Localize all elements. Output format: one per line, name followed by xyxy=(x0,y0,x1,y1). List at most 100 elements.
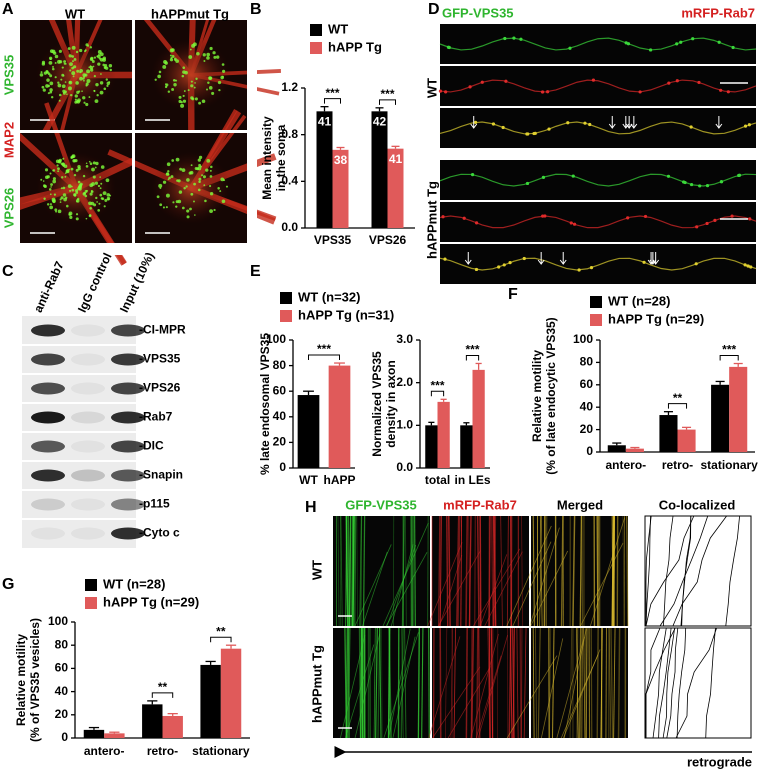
x-tick-label: retro- xyxy=(147,744,178,758)
y-axis-label: Relative motility xyxy=(530,350,544,442)
puncta xyxy=(220,177,225,182)
puncta xyxy=(92,65,95,68)
axon xyxy=(439,173,757,187)
puncta xyxy=(61,73,65,77)
legend-label: hAPP Tg xyxy=(328,39,382,54)
colocalized-track xyxy=(681,515,692,627)
y-tick-label: 80 xyxy=(55,637,69,651)
track xyxy=(523,627,527,739)
track xyxy=(446,515,449,627)
vesicle xyxy=(546,90,550,94)
puncta xyxy=(166,172,169,175)
mask xyxy=(0,0,20,250)
vesicle xyxy=(705,221,709,226)
puncta xyxy=(97,62,101,66)
vesicle xyxy=(713,218,717,222)
puncta xyxy=(190,84,194,88)
vesicle xyxy=(577,268,581,272)
track xyxy=(344,644,375,739)
bar xyxy=(162,715,183,738)
puncta xyxy=(83,101,86,104)
significance-label: *** xyxy=(722,343,736,357)
puncta xyxy=(43,197,46,200)
puncta xyxy=(203,60,206,63)
track xyxy=(340,634,366,739)
mask xyxy=(0,0,250,20)
y-tick-label: 1.0 xyxy=(396,418,413,432)
puncta xyxy=(169,54,172,57)
vesicle xyxy=(748,217,752,221)
vesicle xyxy=(698,184,702,188)
puncta xyxy=(171,55,175,59)
puncta xyxy=(163,59,167,64)
track xyxy=(373,627,376,739)
puncta xyxy=(61,84,66,89)
puncta xyxy=(48,188,52,191)
puncta xyxy=(59,93,62,97)
puncta xyxy=(73,65,77,69)
soma xyxy=(36,152,116,224)
track xyxy=(475,655,502,739)
puncta xyxy=(52,67,55,71)
puncta xyxy=(93,89,96,92)
arrow xyxy=(559,252,567,265)
vesicle xyxy=(643,214,648,219)
y-tick-label: 0.0 xyxy=(281,220,298,234)
vesicle xyxy=(695,225,699,229)
y-tick-label: 0 xyxy=(586,444,593,458)
track xyxy=(581,515,584,627)
puncta xyxy=(216,55,220,59)
arrow xyxy=(470,116,478,129)
puncta xyxy=(205,168,209,172)
vesicle xyxy=(474,267,479,272)
track xyxy=(401,515,405,627)
puncta xyxy=(217,187,220,190)
puncta xyxy=(157,74,161,79)
puncta xyxy=(162,206,165,209)
axon-image xyxy=(440,202,756,242)
puncta xyxy=(178,190,183,194)
track xyxy=(457,515,461,627)
track xyxy=(512,541,552,627)
y-tick-label: 40 xyxy=(273,409,287,423)
puncta xyxy=(196,51,200,56)
puncta xyxy=(49,193,52,196)
puncta xyxy=(178,95,182,99)
y-tick-label: 20 xyxy=(273,435,287,449)
track xyxy=(476,515,480,627)
bar xyxy=(387,148,404,228)
puncta xyxy=(97,184,101,188)
band xyxy=(31,498,65,511)
y-tick-label: 60 xyxy=(580,377,594,391)
significance-bracket xyxy=(379,99,396,105)
vesicle xyxy=(522,256,526,261)
track xyxy=(477,634,508,739)
y-tick-label: 20 xyxy=(580,422,594,436)
puncta xyxy=(188,55,193,59)
colocalized-track xyxy=(658,627,672,739)
kymograph xyxy=(644,515,752,627)
row-label: hAPPmut Tg xyxy=(309,645,324,723)
axon-image xyxy=(440,160,756,200)
track xyxy=(532,627,535,739)
puncta xyxy=(52,177,56,181)
lane-label: anti-Rab7 xyxy=(31,259,67,315)
track xyxy=(377,627,381,739)
x-tick-label: VPS35 xyxy=(314,233,352,247)
track xyxy=(539,515,543,627)
track xyxy=(506,515,509,627)
puncta xyxy=(71,55,75,58)
row-label: hAPPmut Tg xyxy=(424,181,439,259)
column-label: mRFP-Rab7 xyxy=(443,497,517,512)
puncta xyxy=(99,193,103,197)
track xyxy=(382,522,429,627)
puncta xyxy=(105,178,110,183)
y-axis-label: density in axon xyxy=(384,360,398,447)
x-tick-label: stationary xyxy=(700,458,758,472)
puncta xyxy=(108,64,113,68)
puncta xyxy=(75,191,79,194)
puncta xyxy=(208,76,212,80)
colocalized-track xyxy=(705,627,716,739)
x-tick-label: antero- xyxy=(84,744,125,758)
puncta xyxy=(73,58,77,61)
